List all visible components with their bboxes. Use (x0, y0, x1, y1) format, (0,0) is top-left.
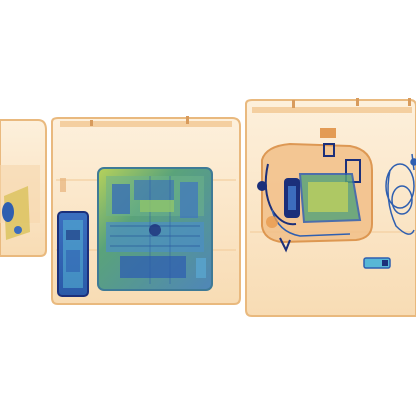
tray-right (245, 98, 416, 317)
phone-xray (57, 211, 89, 297)
laptop-xray (97, 167, 213, 291)
usb-stick-xray (363, 257, 391, 269)
dense-object (2, 202, 14, 222)
tray-center (51, 116, 241, 305)
organic-object (4, 186, 30, 240)
cable-xray (385, 153, 416, 235)
bag-xray (257, 128, 373, 253)
strap-buckle (320, 128, 336, 138)
tray-left (0, 119, 47, 257)
